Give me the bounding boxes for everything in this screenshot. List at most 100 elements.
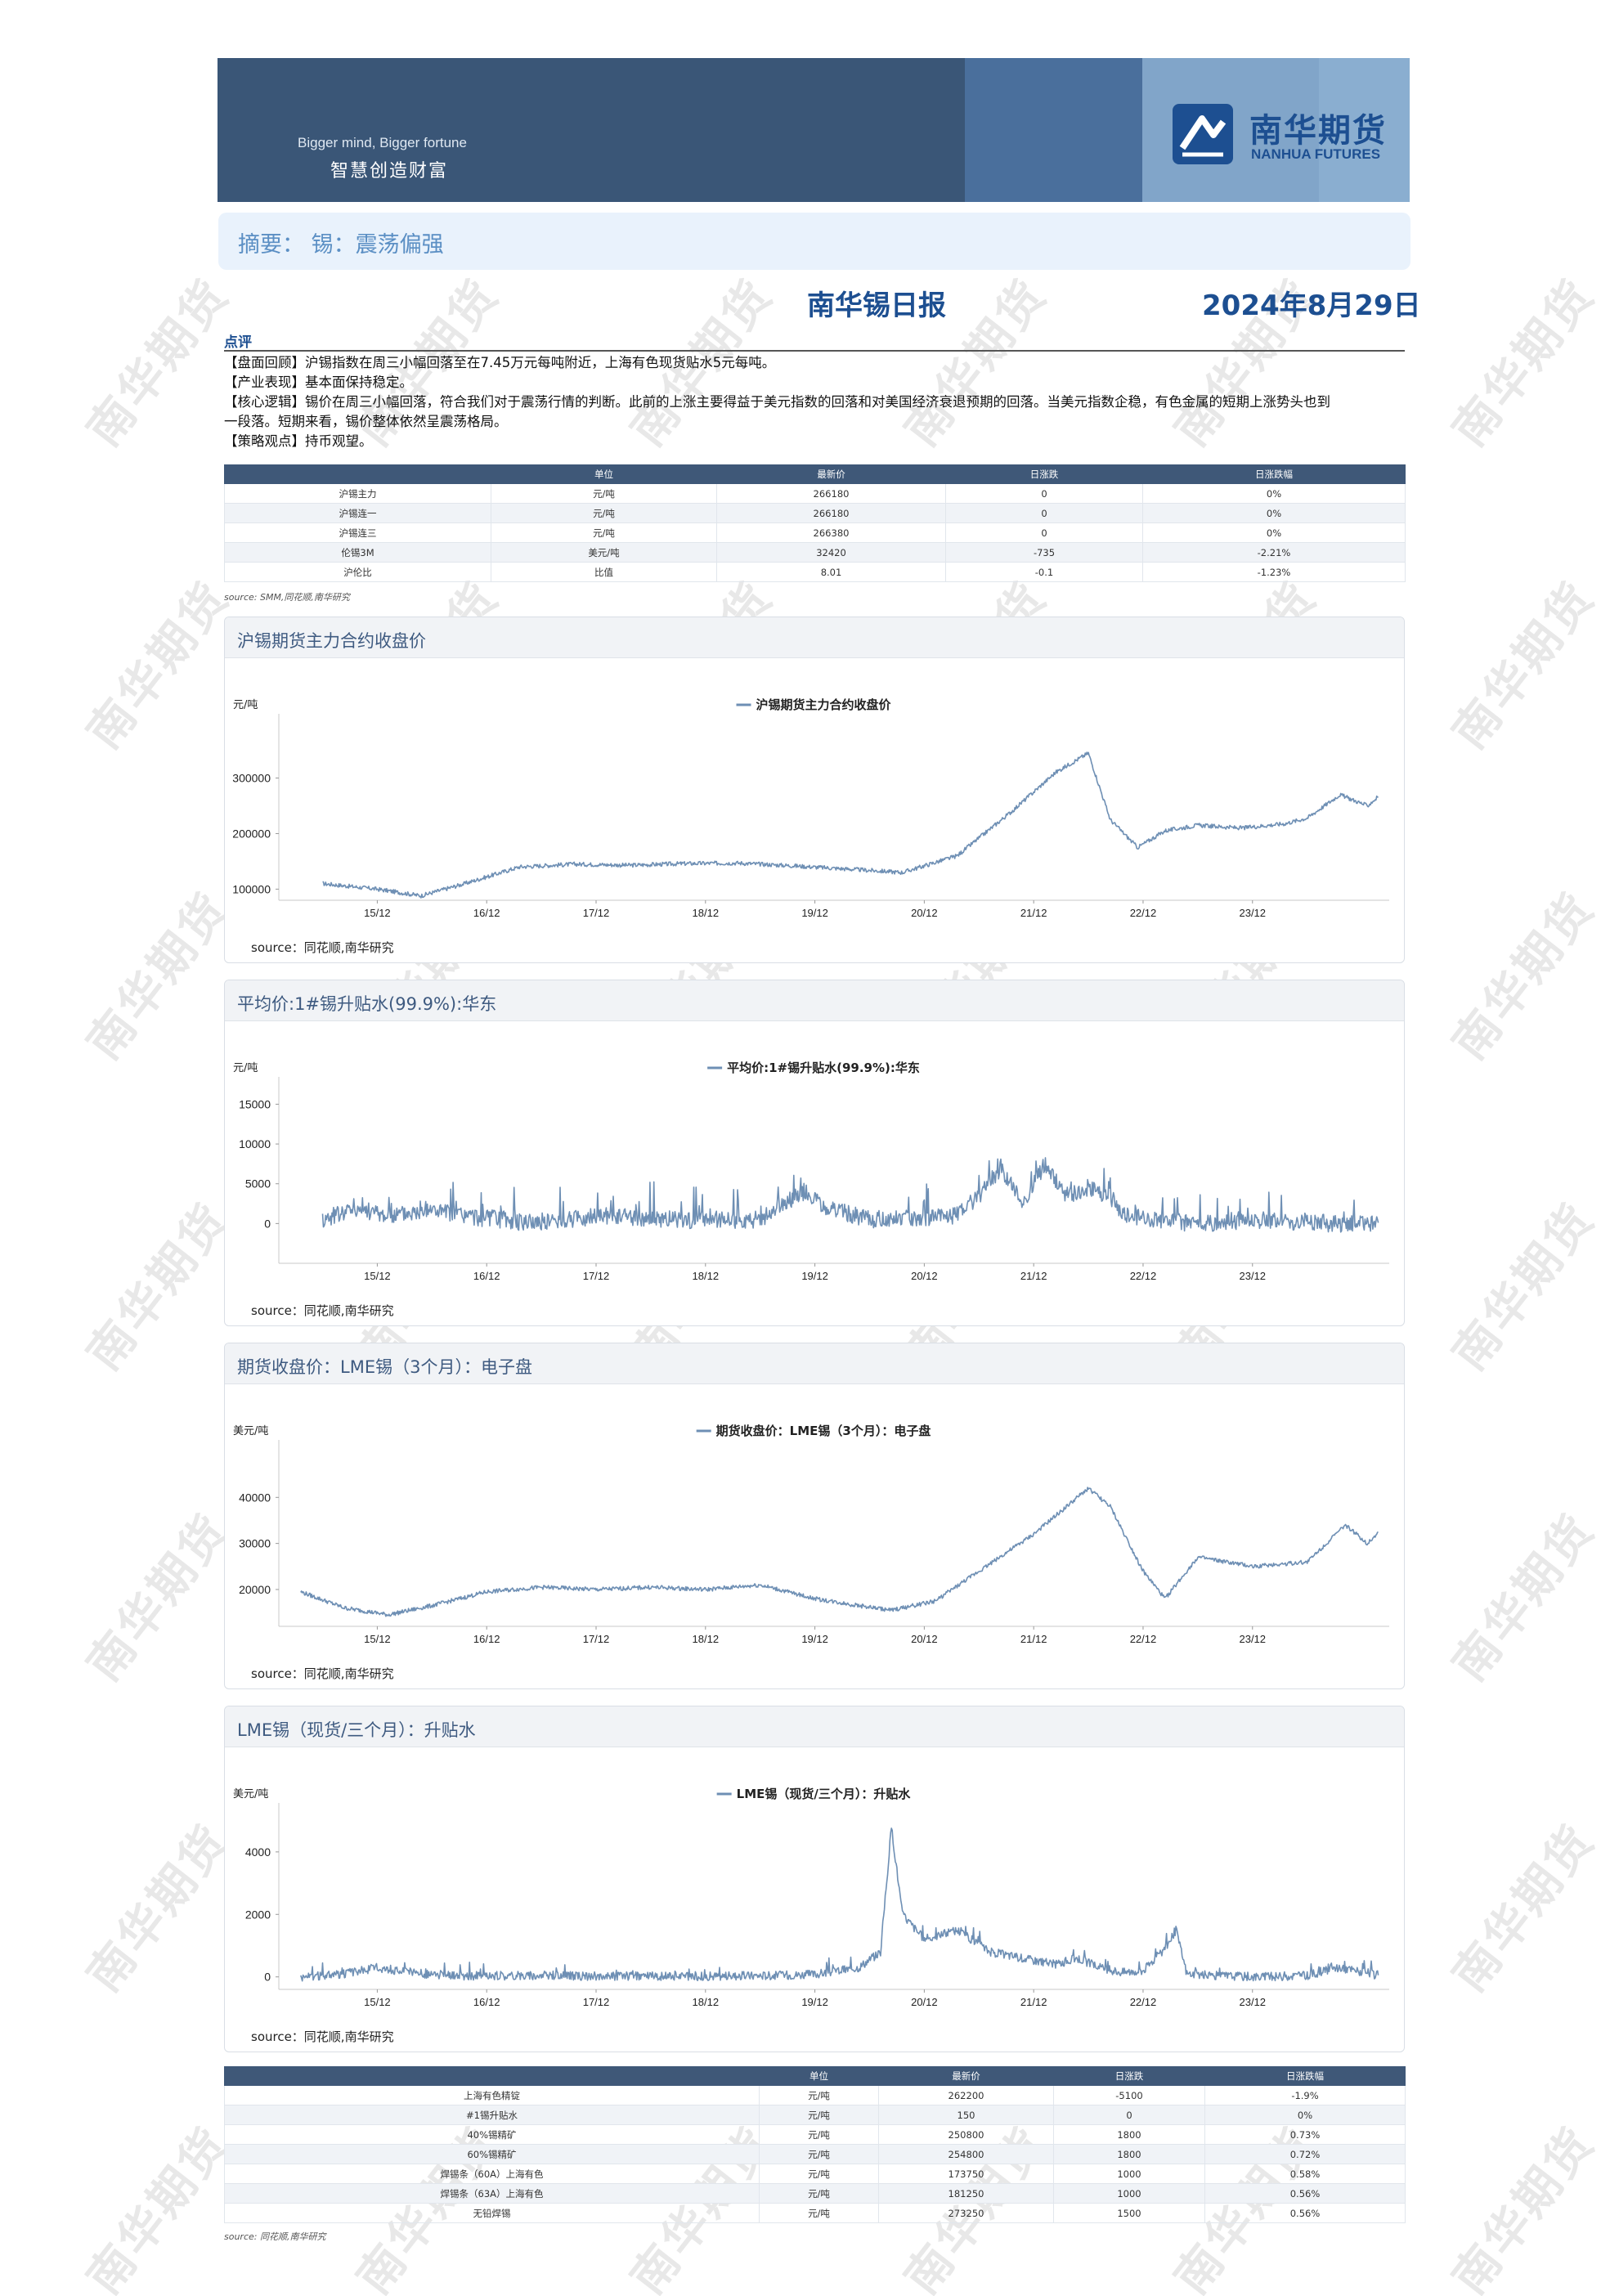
table-cell: 0.72% xyxy=(1204,2144,1406,2164)
chart-panel-lme-tin-3m: 期货收盘价：LME锡（3个月）：电子盘 美元/吨 20000 30000 40000… xyxy=(224,1343,1405,1689)
report-date: 2024年8月29日 xyxy=(1202,289,1421,322)
table-cell: 无铅焊锡 xyxy=(224,2203,760,2223)
x-tick-label: 22/12 xyxy=(1130,907,1157,919)
x-tick-label: 15/12 xyxy=(364,1996,391,2008)
y-tick-label: 300000 xyxy=(232,772,271,785)
table-row: 无铅焊锡 元/吨 273250 1500 0.56% xyxy=(224,2203,1406,2223)
table-cell: 32420 xyxy=(716,542,946,563)
x-tick-label: 23/12 xyxy=(1239,1270,1266,1282)
y-tick-label: 10000 xyxy=(239,1137,271,1150)
chart-source: source：同花顺,南华研究 xyxy=(251,1666,394,1681)
y-tick-label: 15000 xyxy=(239,1097,271,1110)
chart-panel-tin-premium-east: 平均价:1#锡升贴水(99.9%):华东 元/吨 0 5000 10000 15000… xyxy=(224,980,1405,1326)
watermark-text: 南华期货 xyxy=(77,882,240,1070)
y-tick-label: 40000 xyxy=(239,1491,271,1504)
table-cell: 元/吨 xyxy=(491,522,717,543)
series-line xyxy=(300,1487,1379,1617)
table-cell: 254800 xyxy=(878,2144,1054,2164)
chart-lme-tin-3m: 20000 30000 40000 15/12 16/12 17/12 18/12 19/12… xyxy=(239,1424,1389,1645)
chart-source: source：同花顺,南华研究 xyxy=(251,2029,394,2044)
table-cell: 0% xyxy=(1204,2105,1406,2125)
x-tick-label: 15/12 xyxy=(364,1633,391,1645)
y-tick-label: 5000 xyxy=(245,1177,271,1191)
table-cell: 元/吨 xyxy=(759,2105,879,2125)
table-cell: 沪锡主力 xyxy=(224,483,491,504)
table-cell: -2.21% xyxy=(1142,542,1406,563)
table-cell: 元/吨 xyxy=(759,2164,879,2184)
x-tick-label: 15/12 xyxy=(364,1270,391,1282)
watermark-text: 南华期货 xyxy=(1442,1814,1606,2002)
table-cell: -0.1 xyxy=(945,562,1143,582)
table-cell: 1000 xyxy=(1053,2183,1205,2204)
table-cell: 8.01 xyxy=(716,562,946,582)
table-cell: 1500 xyxy=(1053,2203,1205,2223)
chart-lme-cash-3m-spread: 0 2000 4000 15/12 16/12 17/12 18/12 19/12 20/12 2… xyxy=(245,1787,1389,2008)
series-line xyxy=(322,751,1379,899)
table-cell: 元/吨 xyxy=(491,503,717,523)
chart-tin-premium: 0 5000 10000 15000 15/12 16/12 17/12 18/12 19/12… xyxy=(239,1061,1389,1282)
table-cell: 0.56% xyxy=(1204,2203,1406,2223)
table-cell: 40%锡精矿 xyxy=(224,2124,760,2145)
x-tick-label: 18/12 xyxy=(693,1996,720,2008)
table-cell: 150 xyxy=(878,2105,1054,2125)
table-cell: 元/吨 xyxy=(759,2085,879,2105)
chart-panel-shfe-tin: 沪锡期货主力合约收盘价 元/吨 100000 200000 300000 15/12 1… xyxy=(224,617,1405,963)
table-cell: 焊锡条（60A）上海有色 xyxy=(224,2164,760,2184)
table-header: 日涨跌幅 xyxy=(1204,2066,1406,2086)
logo-text-english: NANHUA FUTURES xyxy=(1251,146,1381,162)
x-tick-label: 18/12 xyxy=(693,907,720,919)
table-header: 日涨跌幅 xyxy=(1142,464,1406,484)
x-tick-label: 19/12 xyxy=(801,907,828,919)
table-cell: -1.9% xyxy=(1204,2085,1406,2105)
table-cell: 173750 xyxy=(878,2164,1054,2184)
x-tick-label: 19/12 xyxy=(801,1270,828,1282)
table-cell: 266180 xyxy=(716,503,946,523)
chart-title: 沪锡期货主力合约收盘价 xyxy=(225,617,1404,658)
y-tick-label: 0 xyxy=(264,1971,271,1984)
table-cell: 273250 xyxy=(878,2203,1054,2223)
watermark-text: 南华期货 xyxy=(77,572,240,760)
watermark-text: 南华期货 xyxy=(77,1504,240,1692)
table-cell: 262200 xyxy=(878,2085,1054,2105)
comment-line: 【核心逻辑】锡价在周三小幅回落，符合我们对于震荡行情的判断。此前的上涨主要得益于… xyxy=(224,394,1330,410)
x-tick-label: 17/12 xyxy=(583,1270,610,1282)
table-cell: 0.73% xyxy=(1204,2124,1406,2145)
y-axis-unit: 美元/吨 xyxy=(233,1425,269,1437)
table-row: 焊锡条（63A）上海有色 元/吨 181250 1000 0.56% xyxy=(224,2183,1406,2204)
legend-label: 平均价:1#锡升贴水(99.9%):华东 xyxy=(727,1061,920,1075)
x-tick-label: 17/12 xyxy=(583,907,610,919)
report-title: 南华锡日报 xyxy=(807,289,946,322)
x-tick-label: 23/12 xyxy=(1239,1633,1266,1645)
table-row: 60%锡精矿 元/吨 254800 1800 0.72% xyxy=(224,2144,1406,2164)
table-cell: 1000 xyxy=(1053,2164,1205,2184)
x-tick-label: 17/12 xyxy=(583,1633,610,1645)
table-row: 上海有色精锭 元/吨 262200 -5100 -1.9% xyxy=(224,2085,1406,2105)
table-header: 单位 xyxy=(759,2066,879,2086)
y-tick-label: 100000 xyxy=(232,882,271,895)
watermark-text: 南华期货 xyxy=(1442,882,1606,1070)
table-cell: 元/吨 xyxy=(759,2144,879,2164)
x-tick-label: 22/12 xyxy=(1130,1996,1157,2008)
chart-title: LME锡（现货/三个月）：升贴水 xyxy=(225,1706,1404,1747)
table-cell: 元/吨 xyxy=(491,483,717,504)
table-cell: 上海有色精锭 xyxy=(224,2085,760,2105)
comment-divider xyxy=(224,350,1405,352)
table-cell: 沪锡连一 xyxy=(224,503,491,523)
slogan-chinese: 智慧创造财富 xyxy=(330,161,449,182)
table-header: 日涨跌 xyxy=(1053,2066,1205,2086)
table-cell: 焊锡条（63A）上海有色 xyxy=(224,2183,760,2204)
y-tick-label: 4000 xyxy=(245,1845,271,1859)
table-cell: 元/吨 xyxy=(759,2183,879,2204)
x-tick-label: 16/12 xyxy=(473,1996,500,2008)
x-tick-label: 21/12 xyxy=(1020,1633,1047,1645)
table2-source: source: 同花顺,南华研究 xyxy=(224,2231,326,2242)
table-cell: 0 xyxy=(945,522,1143,543)
table-cell: 0 xyxy=(945,483,1143,504)
comment-line: 【盘面回顾】沪锡指数在周三小幅回落至在7.45万元每吨附近，上海有色现货贴水5元… xyxy=(224,355,776,370)
table-header: 最新价 xyxy=(878,2066,1054,2086)
x-tick-label: 18/12 xyxy=(693,1633,720,1645)
table1-source: source: SMM,同花顺,南华研究 xyxy=(224,592,350,603)
table-cell: 沪锡连三 xyxy=(224,522,491,543)
y-axis-unit: 元/吨 xyxy=(233,1062,258,1074)
table-cell: 0 xyxy=(945,503,1143,523)
